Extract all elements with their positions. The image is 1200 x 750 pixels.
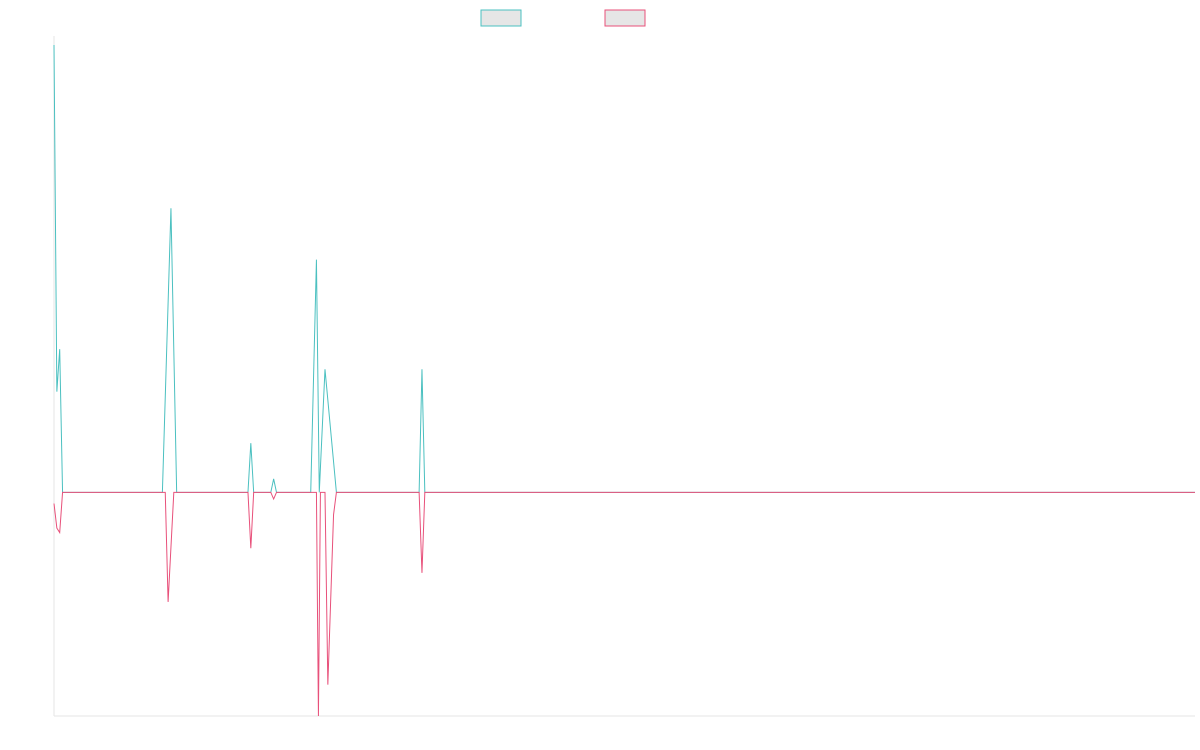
legend-item-2[interactable] xyxy=(604,9,646,27)
legend-item-1[interactable] xyxy=(480,9,522,27)
legend-swatch-1[interactable] xyxy=(480,9,522,27)
legend xyxy=(480,9,646,27)
axes xyxy=(53,36,1195,717)
series-lines xyxy=(53,44,1195,717)
series-line-2 xyxy=(53,491,1195,717)
legend-swatch-2[interactable] xyxy=(604,9,646,27)
series-line-1 xyxy=(53,44,1195,493)
